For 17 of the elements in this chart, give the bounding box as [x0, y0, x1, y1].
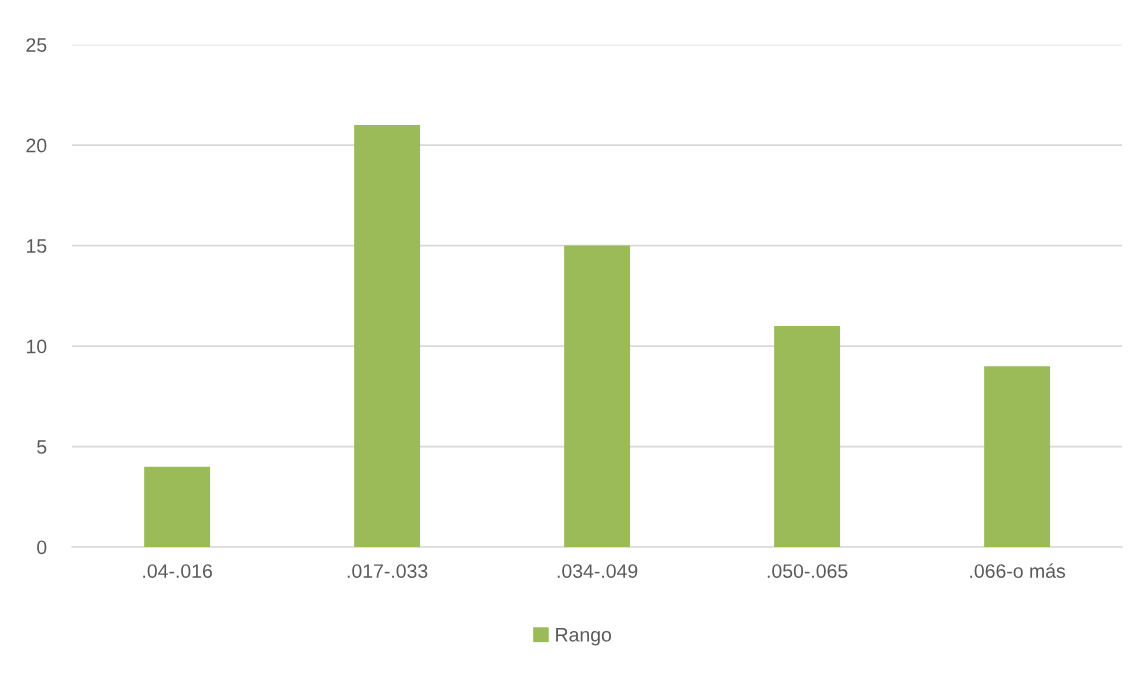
bar [774, 325, 841, 548]
x-tick-label: .050-.065 [767, 564, 848, 578]
bar [144, 466, 211, 548]
y-tick-label: 20 [26, 138, 47, 153]
x-tick-label: .017-.033 [347, 564, 428, 578]
y-tick-label: 5 [37, 440, 47, 454]
x-tick-label: .04-.016 [143, 564, 212, 578]
bar [354, 125, 421, 548]
x-tick-label: .034-.049 [557, 564, 638, 578]
legend-label: Rango [556, 628, 612, 646]
y-tick-label: 0 [37, 540, 47, 555]
y-tick-label: 15 [26, 239, 47, 253]
bar [564, 245, 631, 548]
y-tick-label: 10 [26, 339, 47, 354]
y-tick-label: 25 [26, 38, 47, 52]
bar [984, 366, 1051, 548]
x-tick-label: .066-o más [970, 563, 1066, 578]
